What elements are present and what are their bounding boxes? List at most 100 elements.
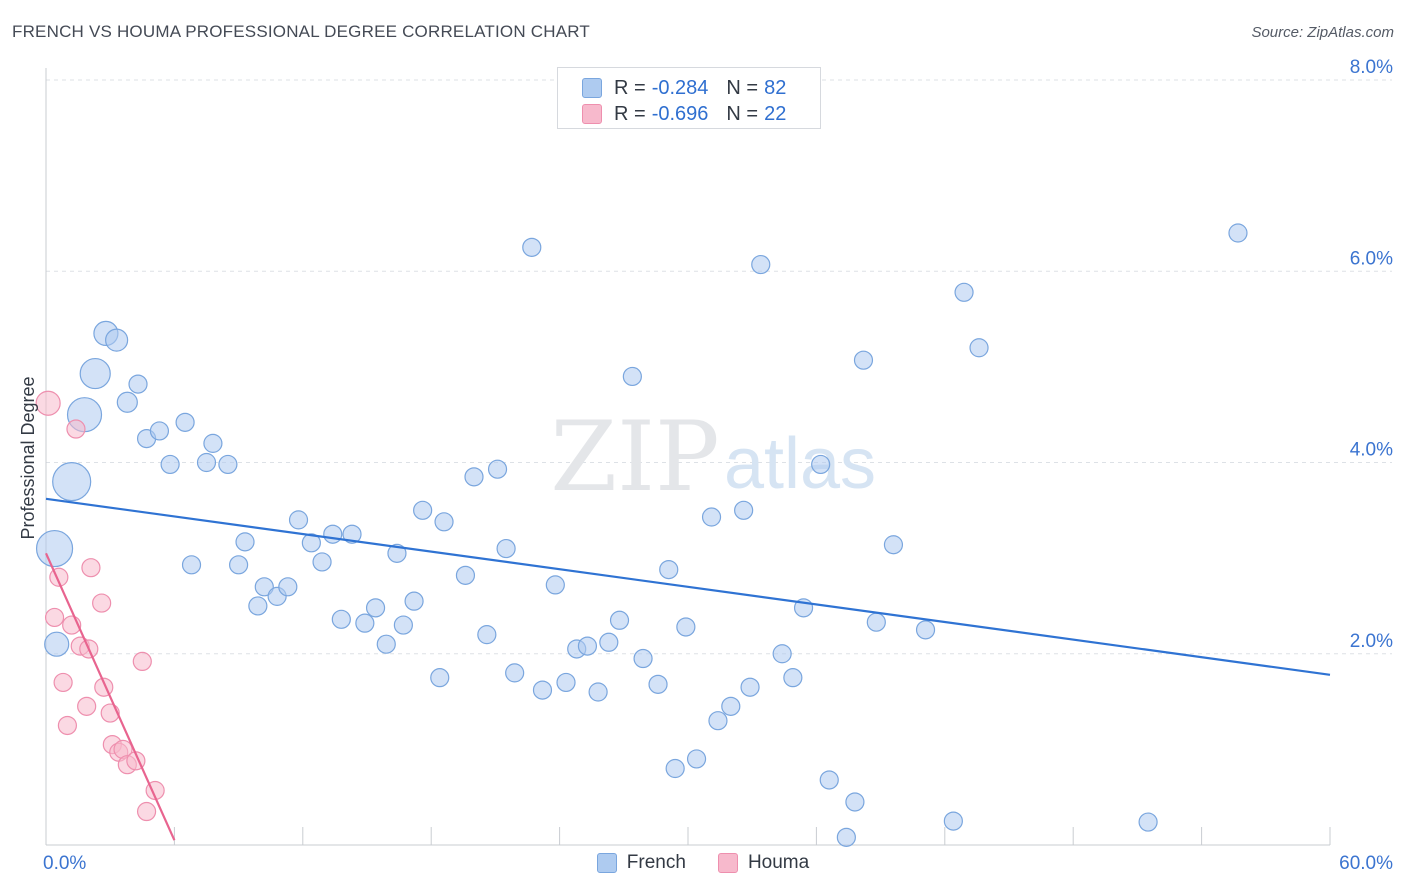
- data-point-french: [312, 552, 332, 572]
- data-point-french: [819, 770, 839, 790]
- legend-swatch-french: [582, 78, 602, 98]
- data-point-french: [248, 596, 268, 616]
- data-point-french: [943, 811, 963, 831]
- axis-layer: [45, 68, 1331, 846]
- data-point-french: [301, 533, 321, 553]
- data-point-french: [609, 610, 630, 630]
- data-point-french: [556, 672, 576, 693]
- series-legend-houma[interactable]: Houma: [717, 852, 810, 874]
- y-tick-label: 6.0%: [1350, 248, 1393, 269]
- data-point-french: [278, 577, 298, 597]
- trend-layer: [44, 497, 1331, 841]
- data-point-french: [740, 677, 760, 697]
- data-point-french: [376, 634, 396, 654]
- data-point-houma: [77, 696, 97, 716]
- series-label-houma: Houma: [747, 852, 810, 873]
- legend-swatch-houma: [582, 104, 602, 124]
- x-tick-label-min: 0.0%: [43, 853, 86, 874]
- data-point-french: [701, 507, 722, 527]
- points-layer: [35, 223, 1248, 847]
- data-point-french: [708, 711, 728, 731]
- series-label-french: French: [626, 852, 686, 873]
- data-point-french: [387, 543, 407, 563]
- data-point-french: [413, 500, 433, 520]
- data-point-french: [1138, 812, 1158, 832]
- data-point-french: [393, 615, 413, 635]
- data-point-french: [181, 555, 202, 575]
- data-point-french: [836, 827, 856, 847]
- data-point-french: [505, 663, 525, 683]
- data-point-french: [196, 452, 217, 473]
- data-point-french: [721, 696, 741, 716]
- legend-n-label: N =: [726, 102, 759, 125]
- data-point-french: [342, 524, 362, 544]
- data-point-french: [175, 412, 195, 432]
- data-point-french: [1228, 223, 1248, 243]
- data-point-french: [477, 625, 497, 645]
- data-point-french: [487, 459, 508, 479]
- data-point-french: [229, 555, 249, 575]
- data-point-french: [323, 524, 343, 544]
- legend-r-label: R =: [614, 102, 646, 125]
- data-point-french: [532, 680, 553, 700]
- series-swatch-french: [596, 853, 617, 873]
- chart-title: FRENCH VS HOUMA PROFESSIONAL DEGREE CORR…: [12, 22, 590, 41]
- legend-row-french: R = -0.284 N = 82: [582, 75, 786, 101]
- x-tick-label-max: 60.0%: [1339, 853, 1393, 874]
- data-point-french: [149, 421, 170, 441]
- data-point-french: [648, 674, 668, 694]
- y-tick-label: 8.0%: [1350, 57, 1393, 78]
- data-point-french: [783, 668, 803, 688]
- data-point-french: [734, 500, 754, 520]
- data-point-french: [52, 462, 92, 502]
- data-point-french: [430, 668, 450, 688]
- data-point-french: [622, 366, 642, 387]
- data-point-french: [866, 612, 886, 632]
- legend-n-value-houma: 22: [764, 102, 787, 125]
- data-point-french: [633, 648, 653, 669]
- data-point-houma: [81, 558, 101, 578]
- data-point-french: [545, 575, 565, 595]
- data-point-french: [686, 749, 707, 769]
- data-point-french: [455, 565, 476, 585]
- legend-r-label: R =: [614, 76, 646, 99]
- y-tick-label: 2.0%: [1350, 631, 1393, 652]
- data-point-french: [254, 577, 274, 597]
- data-point-french: [128, 374, 148, 394]
- data-point-french: [404, 591, 424, 611]
- data-point-french: [577, 636, 598, 656]
- data-point-french: [44, 631, 70, 657]
- data-point-french: [235, 532, 255, 552]
- data-point-french: [496, 538, 516, 559]
- data-point-french: [464, 467, 484, 487]
- data-point-french: [218, 454, 238, 475]
- data-point-houma: [132, 651, 152, 672]
- data-point-french: [522, 237, 542, 257]
- data-point-houma: [35, 390, 61, 416]
- data-point-french: [883, 535, 904, 555]
- data-point-french: [659, 559, 679, 580]
- data-point-french: [676, 617, 696, 637]
- data-point-houma: [53, 672, 73, 693]
- series-legend-french[interactable]: French: [596, 852, 686, 874]
- legend-row-houma: R = -0.696 N = 22: [582, 101, 786, 127]
- data-point-french: [915, 620, 936, 640]
- watermark: ZIP atlas: [550, 401, 876, 513]
- data-point-french: [969, 338, 989, 358]
- legend-n-label: N =: [726, 76, 759, 99]
- data-point-french: [288, 510, 309, 530]
- data-point-french: [772, 644, 792, 664]
- data-point-houma: [57, 715, 78, 736]
- data-point-houma: [136, 801, 157, 822]
- data-point-french: [203, 433, 223, 453]
- legend-r-value-houma: -0.696: [651, 102, 709, 125]
- data-point-french: [845, 792, 865, 812]
- data-point-french: [355, 613, 375, 633]
- data-point-french: [105, 328, 129, 352]
- label-layer: 2.0% 4.0% 6.0% 8.0% 0.0% 60.0% Professional De…: [18, 57, 1393, 874]
- data-point-french: [116, 391, 138, 413]
- y-tick-label: 4.0%: [1350, 440, 1393, 461]
- trend-line-houma: [44, 552, 176, 841]
- trend-line-french: [45, 497, 1331, 676]
- series-legend: French Houma: [0, 852, 1406, 874]
